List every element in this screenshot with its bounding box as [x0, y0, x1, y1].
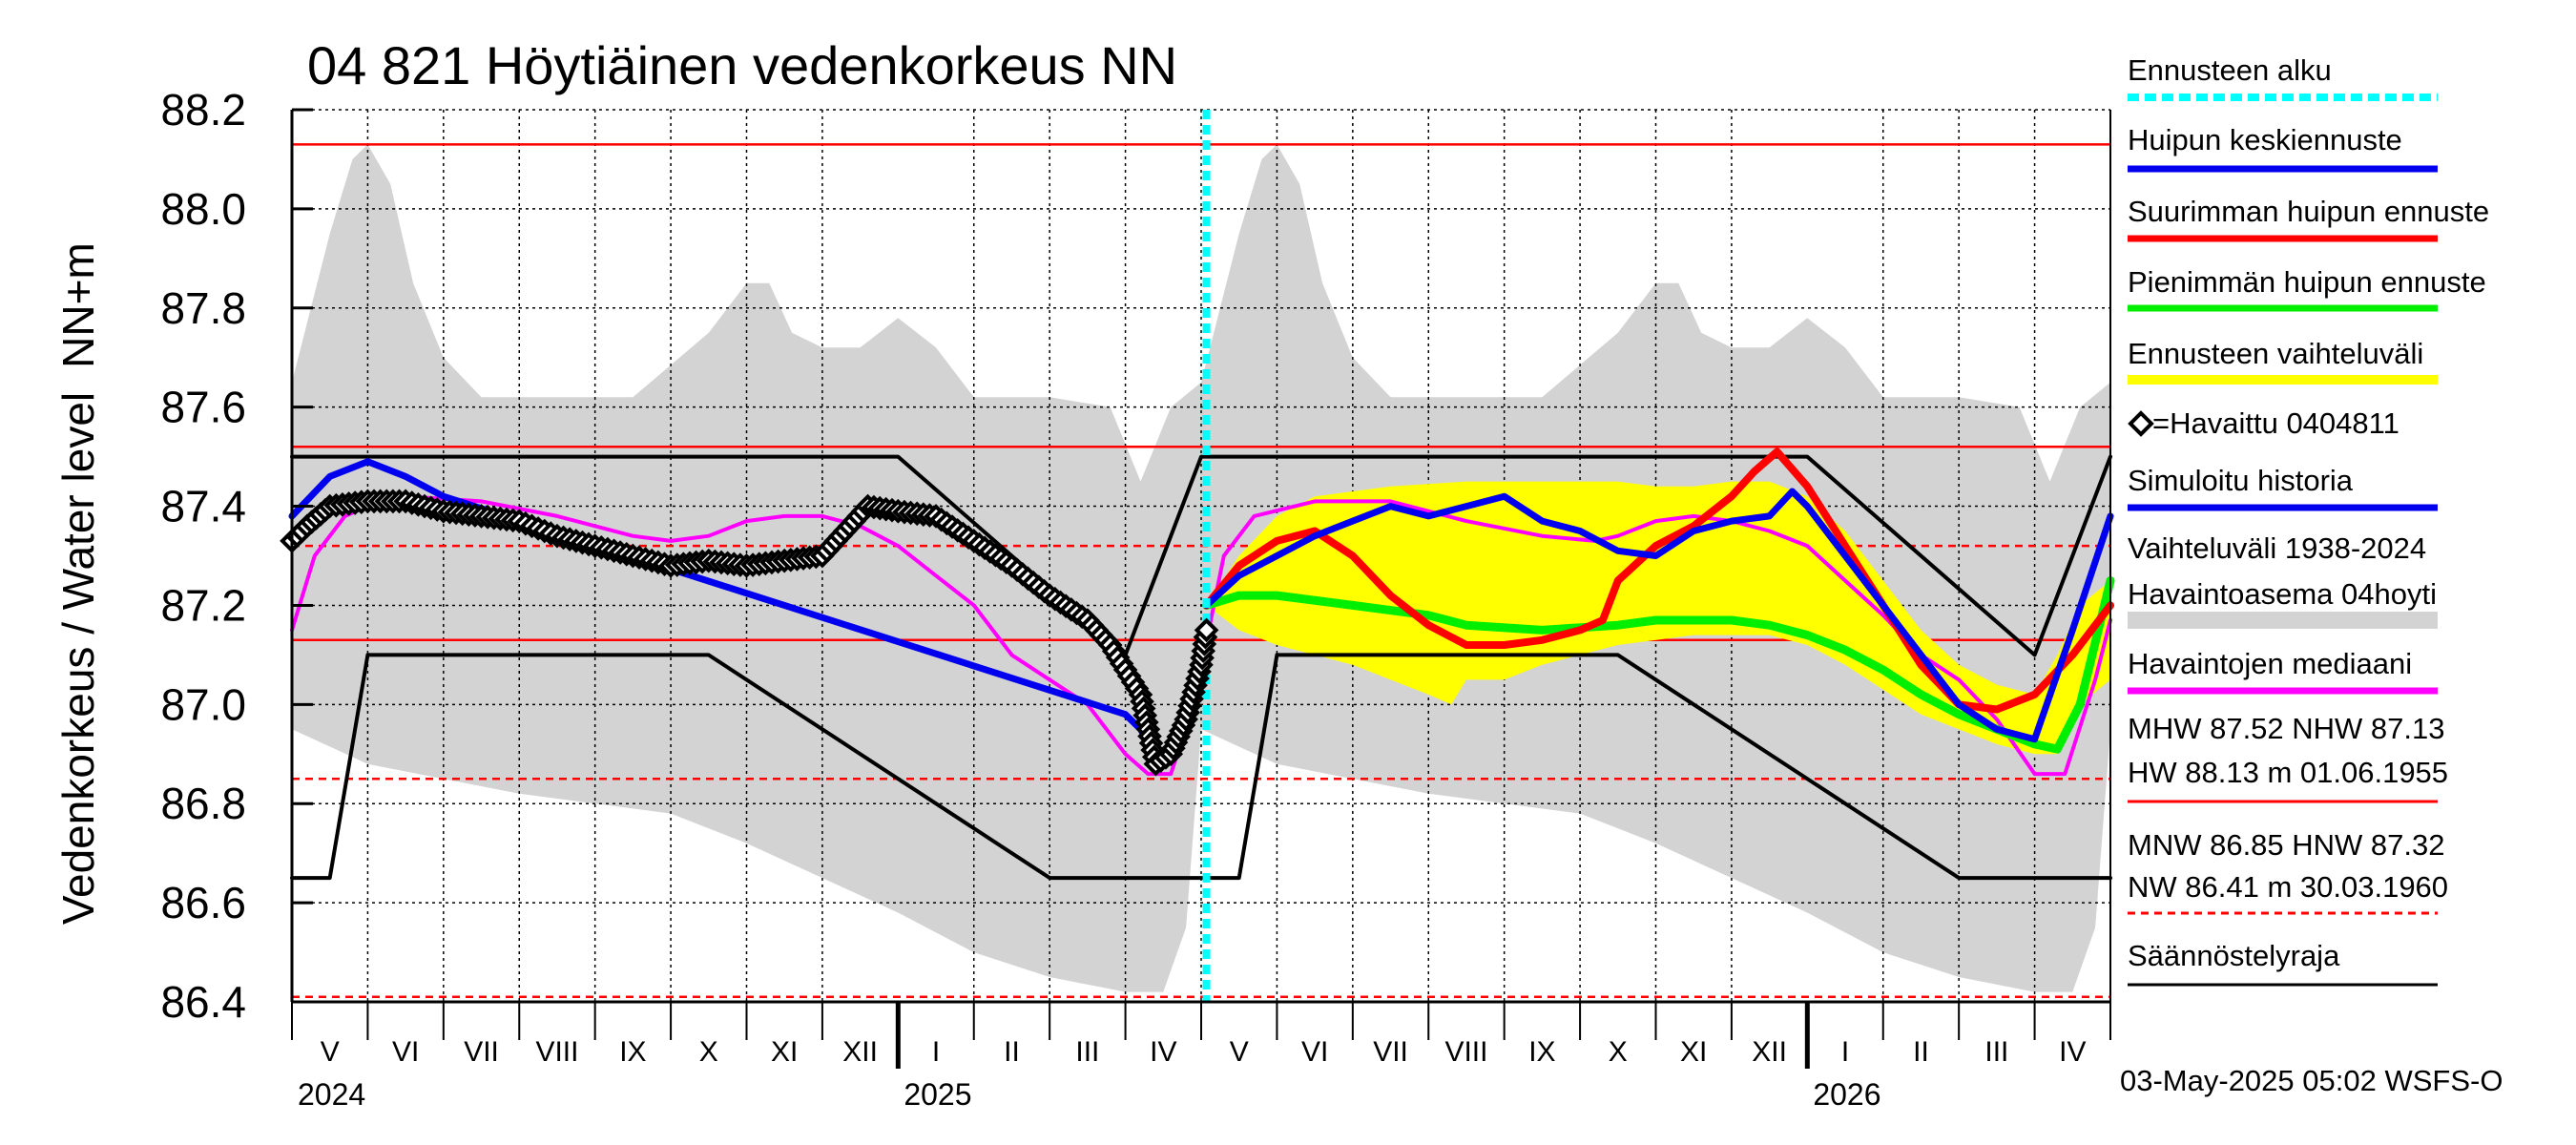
y-tick-label: 88.2 — [160, 85, 246, 135]
month-label: IX — [619, 1036, 646, 1068]
month-label: I — [932, 1036, 940, 1068]
legend-label: Ennusteen alku — [2128, 53, 2332, 87]
month-label: VII — [1373, 1036, 1408, 1068]
legend-label: =Havaittu 0404811 — [2152, 406, 2399, 440]
month-label: IV — [1150, 1036, 1176, 1068]
legend-label: Huipun keskiennuste — [2128, 123, 2402, 156]
footer-timestamp: 03-May-2025 05:02 WSFS-O — [2120, 1064, 2503, 1097]
series-s-nn-stelyraja-upper — [290, 454, 2112, 657]
y-tick-label: 87.2 — [160, 580, 246, 630]
month-label: II — [1004, 1036, 1020, 1068]
series-simuloitu-historia — [288, 458, 1159, 758]
month-label: V — [1230, 1036, 1249, 1068]
year-label: 2026 — [1813, 1077, 1880, 1112]
month-label: XII — [842, 1036, 878, 1068]
y-tick-label: 86.6 — [160, 878, 246, 927]
y-tick-label: 87.4 — [160, 482, 246, 531]
year-label: 2024 — [298, 1077, 365, 1112]
month-label: VIII — [1444, 1036, 1487, 1068]
month-label: IV — [2059, 1036, 2086, 1068]
legend: Ennusteen alku Huipun keskiennuste Suurimm… — [2128, 53, 2489, 987]
series-huipun-keskiennuste — [1203, 488, 2114, 743]
y-tick-label: 87.6 — [160, 383, 246, 432]
legend-label: MNW 86.85 HNW 87.32 — [2128, 828, 2445, 862]
month-label: VII — [464, 1036, 499, 1068]
y-tick-label: 86.8 — [160, 779, 246, 828]
series-s-nn-stelyraja-lower — [290, 653, 2112, 881]
chart-title: 04 821 Höytiäinen vedenkorkeus NN — [307, 35, 1177, 95]
y-axis-labels: 88.2 88.0 87.8 87.6 87.4 87.2 87.0 86.8 86.6 86.4 — [160, 85, 246, 1027]
legend-label: Vaihteluväli 1938-2024 — [2128, 531, 2426, 565]
legend-label: Simuloitu historia — [2128, 464, 2354, 497]
y-tick-label: 88.0 — [160, 184, 246, 234]
legend-label: NW 86.41 m 30.03.1960 — [2128, 870, 2448, 904]
month-label: X — [1609, 1036, 1628, 1068]
month-label: III — [1075, 1036, 1099, 1068]
month-label: V — [321, 1036, 340, 1068]
y-axis-label: Vedenkorkeus / Water level — [53, 392, 103, 925]
month-label: XI — [1680, 1036, 1707, 1068]
legend-marker-diamond — [2128, 410, 2154, 437]
month-label: VI — [1301, 1036, 1328, 1068]
legend-label: MHW 87.52 NHW 87.13 — [2128, 712, 2445, 745]
x-axis-labels: V VI VII VIII IX X XI XII I II III IV V VI VII VIII IX X X… — [298, 1036, 2086, 1112]
month-label: XII — [1752, 1036, 1787, 1068]
series-lines — [288, 110, 2115, 1002]
y-tick-label: 87.0 — [160, 679, 246, 729]
month-label: III — [1984, 1036, 2008, 1068]
legend-label: Pienimmän huipun ennuste — [2128, 265, 2486, 299]
axes — [290, 108, 2111, 1069]
legend-label: Havaintoasema 04hoyti — [2128, 577, 2437, 611]
month-label: VIII — [535, 1036, 578, 1068]
month-label: I — [1841, 1036, 1849, 1068]
y-tick-label: 86.4 — [160, 977, 246, 1027]
legend-label: Suurimman huipun ennuste — [2128, 195, 2489, 228]
legend-label: HW 88.13 m 01.06.1955 — [2128, 756, 2448, 789]
y-axis-unit-label: NN+m — [53, 242, 103, 368]
observed-point — [1194, 617, 1219, 643]
month-label: X — [699, 1036, 718, 1068]
y-tick-label: 87.8 — [160, 283, 246, 333]
month-label: VI — [392, 1036, 419, 1068]
legend-label: Havaintojen mediaani — [2128, 647, 2412, 680]
year-label: 2025 — [904, 1077, 971, 1112]
legend-label: Säännöstelyraja — [2128, 939, 2340, 972]
month-label: XI — [771, 1036, 798, 1068]
legend-label: Ennusteen vaihteluväli — [2128, 337, 2423, 370]
month-label: II — [1913, 1036, 1929, 1068]
month-label: IX — [1528, 1036, 1555, 1068]
observed-markers — [280, 489, 1219, 777]
